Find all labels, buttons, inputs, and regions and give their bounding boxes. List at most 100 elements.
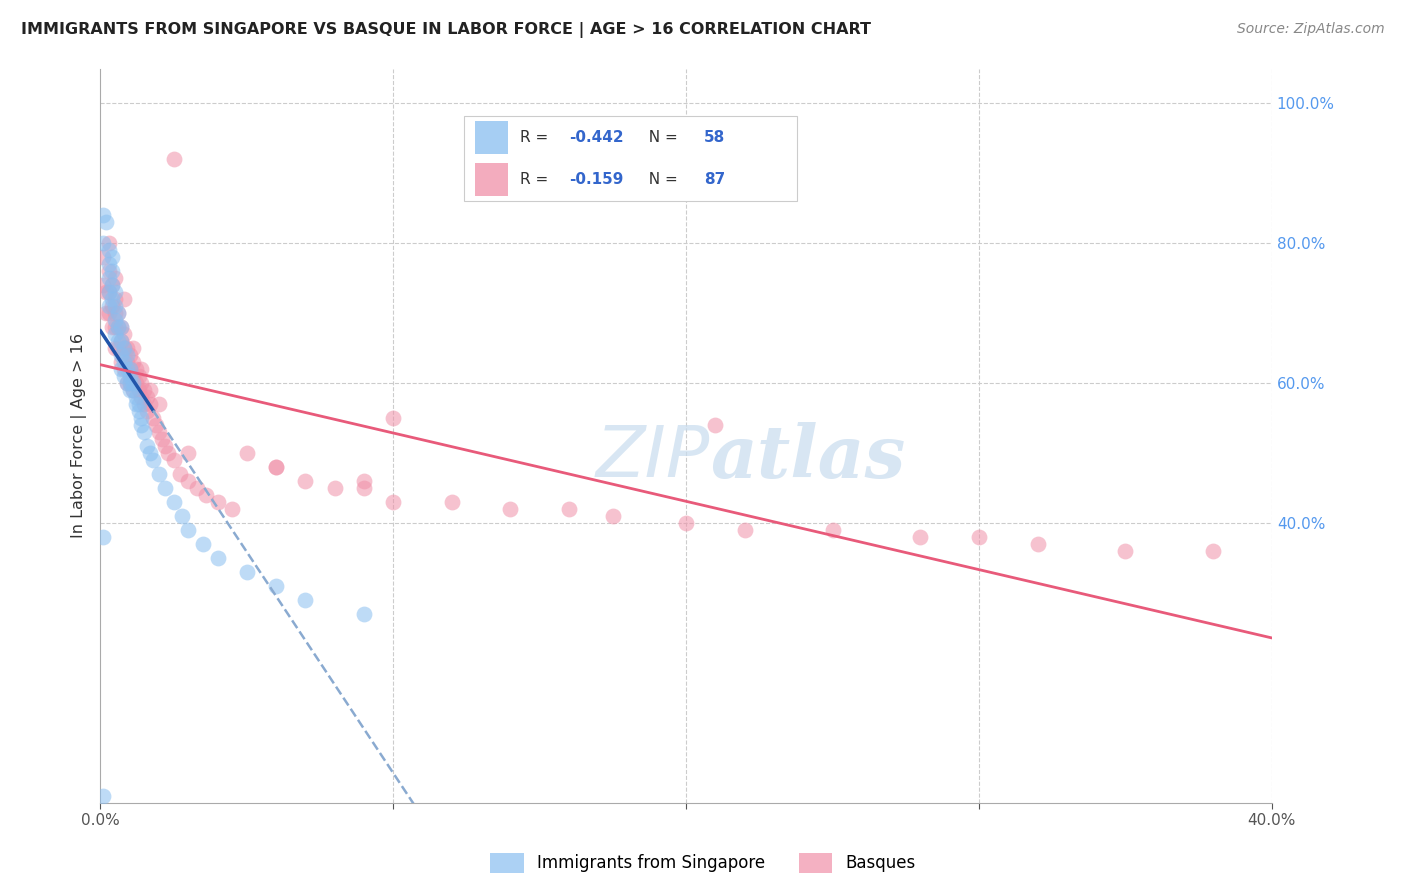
Point xyxy=(115,341,138,355)
Text: N =: N = xyxy=(640,172,683,187)
Point xyxy=(136,439,159,453)
Point xyxy=(353,607,375,621)
Point xyxy=(156,446,179,460)
Point xyxy=(115,362,138,376)
Point xyxy=(124,397,146,411)
Point xyxy=(98,285,121,300)
Point xyxy=(118,348,141,362)
Point xyxy=(107,320,129,334)
Point xyxy=(124,376,146,390)
Point xyxy=(107,341,129,355)
Point xyxy=(134,397,156,411)
Bar xyxy=(475,163,508,196)
Point xyxy=(131,417,153,432)
Text: -0.442: -0.442 xyxy=(569,130,624,145)
Point xyxy=(323,481,346,495)
Point xyxy=(131,362,153,376)
Point xyxy=(112,369,135,384)
Point xyxy=(118,362,141,376)
Point xyxy=(734,523,756,537)
Point xyxy=(207,495,229,509)
Point xyxy=(104,313,127,327)
Point xyxy=(910,530,932,544)
Point xyxy=(115,376,138,390)
Point xyxy=(104,327,127,342)
Point xyxy=(98,236,121,251)
Point xyxy=(821,523,844,537)
Point xyxy=(93,278,115,293)
Point xyxy=(163,453,186,467)
Point xyxy=(142,411,165,425)
Point xyxy=(110,348,132,362)
Point xyxy=(236,565,259,579)
Point xyxy=(294,592,316,607)
Point xyxy=(186,481,208,495)
Point xyxy=(93,208,115,222)
Point xyxy=(145,417,167,432)
Point xyxy=(169,467,191,481)
Point xyxy=(194,488,217,502)
Point xyxy=(163,495,186,509)
Text: 58: 58 xyxy=(704,130,725,145)
Point xyxy=(558,502,581,516)
Point xyxy=(602,508,624,523)
Point xyxy=(98,271,121,285)
Point xyxy=(115,376,138,390)
Point xyxy=(177,474,200,488)
Point xyxy=(139,397,162,411)
Point xyxy=(148,397,170,411)
Point xyxy=(128,369,150,384)
Point xyxy=(131,390,153,404)
Point xyxy=(110,362,132,376)
Point xyxy=(98,244,121,258)
Point xyxy=(107,306,129,320)
Point xyxy=(93,250,115,264)
Point xyxy=(139,446,162,460)
Point xyxy=(128,397,150,411)
Bar xyxy=(475,120,508,153)
Point xyxy=(1026,537,1049,551)
Point xyxy=(107,306,129,320)
Point xyxy=(112,362,135,376)
Point xyxy=(93,789,115,803)
Point xyxy=(131,376,153,390)
Point xyxy=(124,390,146,404)
Point xyxy=(150,432,173,446)
Point xyxy=(104,292,127,306)
Point xyxy=(294,474,316,488)
Text: -0.159: -0.159 xyxy=(569,172,623,187)
Point xyxy=(121,376,143,390)
Point xyxy=(136,404,159,418)
Point xyxy=(675,516,697,530)
Point xyxy=(107,320,129,334)
Point xyxy=(499,502,522,516)
Point xyxy=(101,320,124,334)
Point xyxy=(110,320,132,334)
Point xyxy=(353,481,375,495)
Point xyxy=(115,355,138,369)
Point xyxy=(110,320,132,334)
Point xyxy=(382,495,405,509)
Point xyxy=(112,292,135,306)
Point xyxy=(382,411,405,425)
Point xyxy=(104,271,127,285)
Point xyxy=(967,530,990,544)
Point xyxy=(121,383,143,397)
Point xyxy=(704,417,727,432)
Point xyxy=(118,383,141,397)
Point xyxy=(101,292,124,306)
Point xyxy=(96,306,118,320)
Point xyxy=(177,523,200,537)
Text: ZIP: ZIP xyxy=(595,423,710,492)
Point xyxy=(264,460,287,475)
Point xyxy=(93,530,115,544)
Point xyxy=(121,369,143,384)
Point xyxy=(136,390,159,404)
Text: R =: R = xyxy=(520,130,553,145)
Text: N =: N = xyxy=(640,130,683,145)
Point xyxy=(101,278,124,293)
Point xyxy=(207,550,229,565)
Point xyxy=(440,495,463,509)
Point xyxy=(101,278,124,293)
Point xyxy=(115,348,138,362)
